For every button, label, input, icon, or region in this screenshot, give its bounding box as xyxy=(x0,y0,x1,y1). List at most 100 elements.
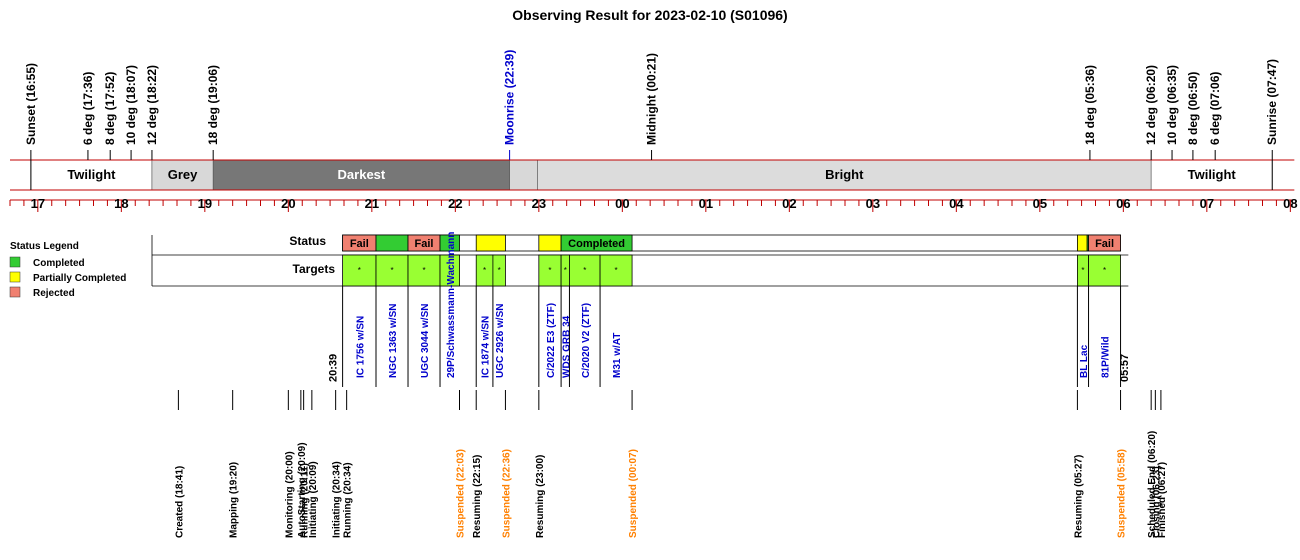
log-event-label: Running (20:11) xyxy=(300,463,311,538)
status-block xyxy=(538,234,562,252)
hour-tick-label: 08 xyxy=(1283,196,1297,211)
log-event-label: Suspended (22:36) xyxy=(501,449,512,538)
log-event-label: Monitoring (20:00) xyxy=(284,451,295,538)
target-block-marker: * xyxy=(483,266,486,275)
target-name-label: UGC 3044 w/SN xyxy=(420,304,431,378)
target-block xyxy=(492,254,506,287)
sky-event-label: 8 deg (06:50) xyxy=(1186,72,1200,145)
hour-tick-label: 21 xyxy=(365,196,379,211)
sky-period-bar xyxy=(509,159,538,191)
hour-tick-label: 23 xyxy=(532,196,546,211)
status-block-label: Fail xyxy=(415,238,434,250)
hour-tick-label: 06 xyxy=(1116,196,1130,211)
log-event-label: Resuming (22:15) xyxy=(472,455,483,538)
target-block-marker: * xyxy=(564,266,567,275)
target-name-label: M31 w/AT xyxy=(612,333,623,378)
sky-period-bar xyxy=(537,159,1152,191)
hour-tick-label: 22 xyxy=(448,196,462,211)
sky-event-label: 6 deg (07:06) xyxy=(1208,72,1222,145)
hour-tick-label: 17 xyxy=(31,196,45,211)
sky-period-label: Grey xyxy=(168,167,198,182)
target-block-marker: * xyxy=(390,266,393,275)
hour-tick-label: 19 xyxy=(198,196,212,211)
target-block-marker: * xyxy=(1081,266,1084,275)
sky-event-label: 10 deg (18:07) xyxy=(124,65,138,145)
log-event-label: Created (18:41) xyxy=(174,466,185,538)
sky-event-label: 12 deg (06:20) xyxy=(1144,65,1158,145)
hour-tick-label: 20 xyxy=(281,196,295,211)
hour-tick-label: 02 xyxy=(782,196,796,211)
sky-period-label: Darkest xyxy=(338,167,386,182)
status-block-label: Fail xyxy=(1095,238,1114,250)
sky-event-label: 8 deg (17:52) xyxy=(103,72,117,145)
sky-period-bar xyxy=(151,159,214,191)
log-event-label: Suspended (22:03) xyxy=(456,449,467,538)
hour-tick-label: 01 xyxy=(699,196,713,211)
sky-period-label: Twilight xyxy=(67,167,116,182)
legend-item-label: Partially Completed xyxy=(33,273,126,284)
target-block xyxy=(569,254,601,287)
hour-tick-label: 03 xyxy=(866,196,880,211)
sky-event-label: Sunrise (07:47) xyxy=(1265,59,1279,145)
sky-event-label: Midnight (00:21) xyxy=(645,53,659,145)
status-block xyxy=(1077,234,1088,252)
target-block-marker: * xyxy=(548,266,551,275)
hour-tick-label: 04 xyxy=(949,196,964,211)
legend-item-label: Completed xyxy=(33,258,85,269)
log-event-label: Initiating (20:34) xyxy=(332,461,343,538)
sky-event-label: Moonrise (22:39) xyxy=(503,50,517,145)
log-event-label: Mapping (19:20) xyxy=(229,462,240,538)
sky-period-bar xyxy=(30,159,153,191)
hour-tick-label: 05 xyxy=(1033,196,1047,211)
target-name-label: UGC 2926 w/SN xyxy=(495,304,506,378)
target-name-label: 81P/Wild xyxy=(1101,336,1112,378)
status-block-label: Completed xyxy=(568,238,625,250)
hour-tick-label: 00 xyxy=(615,196,629,211)
sky-period-label: Twilight xyxy=(1188,167,1237,182)
log-event-label: Resuming (23:00) xyxy=(535,455,546,538)
log-event-label: AutoStarting (20:09) xyxy=(297,442,308,538)
log-event-label: Suspended (00:07) xyxy=(628,449,639,538)
sky-event-label: 10 deg (06:35) xyxy=(1165,65,1179,145)
legend-swatch xyxy=(9,286,21,298)
legend-title: Status Legend xyxy=(10,241,79,252)
legend: Status Legend Completed Partially Complet… xyxy=(9,241,126,299)
target-name-label: NGC 1363 w/SN xyxy=(388,304,399,378)
log-event-label: Suspended (05:58) xyxy=(1117,449,1128,538)
status-block xyxy=(475,234,506,252)
status-block xyxy=(375,234,409,252)
log-event-label: Closing (06:23) xyxy=(1151,466,1162,538)
log-event-label: Running (20:34) xyxy=(343,462,354,538)
hour-tick-label: 07 xyxy=(1200,196,1214,211)
legend-item-label: Rejected xyxy=(33,288,75,299)
hour-tick-label: 18 xyxy=(114,196,128,211)
target-name-label: IC 1756 w/SN xyxy=(355,316,366,378)
sky-event-label: Sunset (16:55) xyxy=(24,63,38,145)
sky-event-label: 12 deg (18:22) xyxy=(145,65,159,145)
target-name-label: BL Lac xyxy=(1079,344,1090,378)
target-block xyxy=(599,254,633,287)
target-block xyxy=(439,254,460,287)
target-name-label: C/2020 V2 (ZTF) xyxy=(581,303,592,378)
target-block xyxy=(1088,254,1121,287)
target-block-marker: * xyxy=(358,266,361,275)
log-event-label: Finished (06:27) xyxy=(1157,462,1168,538)
target-block-marker: * xyxy=(615,266,618,275)
target-name-label: 29P/Schwassmann-Wachmann xyxy=(446,232,457,378)
range-time-label: 05:57 xyxy=(1119,354,1131,382)
target-block-marker: * xyxy=(1103,266,1106,275)
target-block-marker: * xyxy=(448,266,451,275)
target-name-label: IC 1874 w/SN xyxy=(481,316,492,378)
target-name-label: C/2022 E3 (ZTF) xyxy=(546,303,557,378)
status-block-label: Fail xyxy=(350,238,369,250)
status-block xyxy=(439,234,460,252)
sky-event-label: 18 deg (19:06) xyxy=(206,65,220,145)
log-event-label: Initiating (20:09) xyxy=(308,461,319,538)
sky-period-bar xyxy=(1150,159,1273,191)
legend-swatch xyxy=(9,271,21,283)
sky-event-label: 6 deg (17:36) xyxy=(81,72,95,145)
log-event-label: Scheduled End (06:20) xyxy=(1147,431,1158,538)
sky-event-label: 18 deg (05:36) xyxy=(1083,65,1097,145)
target-block-marker: * xyxy=(583,266,586,275)
